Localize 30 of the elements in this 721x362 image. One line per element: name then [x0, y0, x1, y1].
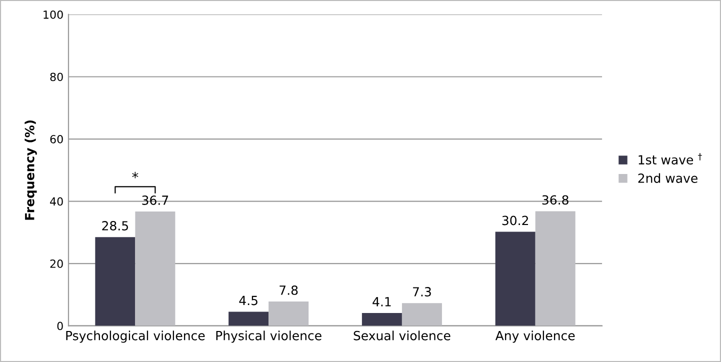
annotation: * [132, 172, 138, 178]
y-tick-label: 40 [50, 197, 63, 206]
bar [135, 212, 176, 326]
y-tick-label: 20 [50, 260, 63, 268]
x-tick-label: Any violence [495, 330, 575, 343]
data-label: 28.5 [102, 221, 128, 230]
bar [268, 302, 309, 326]
data-label: 36.8 [542, 195, 568, 205]
data-label: 36.7 [142, 196, 168, 205]
bar [228, 312, 269, 326]
legend-label: 2nd wave [638, 173, 698, 183]
x-tick-label: Psychological violence [66, 330, 205, 343]
data-label: 4.5 [239, 296, 258, 306]
bar [495, 232, 536, 326]
y-axis-title: Frequency (%) [24, 120, 37, 220]
x-tick-label: Physical violence [216, 330, 322, 343]
y-tick-label: 100 [44, 10, 63, 19]
bar [362, 313, 402, 326]
bar [95, 237, 136, 326]
data-label: 7.8 [280, 285, 298, 295]
data-label: 30.2 [502, 216, 528, 226]
y-tick-label: 60 [50, 134, 63, 144]
bar [535, 211, 576, 326]
data-label: 7.3 [413, 287, 431, 296]
y-tick-label: 0 [57, 322, 63, 330]
x-tick-label: Sexual violence [354, 330, 450, 340]
y-tick-label: 80 [50, 72, 63, 82]
bar [402, 303, 442, 326]
legend-label: 1st wave $^{†}$ [638, 153, 702, 165]
data-label: 4.1 [372, 297, 391, 306]
